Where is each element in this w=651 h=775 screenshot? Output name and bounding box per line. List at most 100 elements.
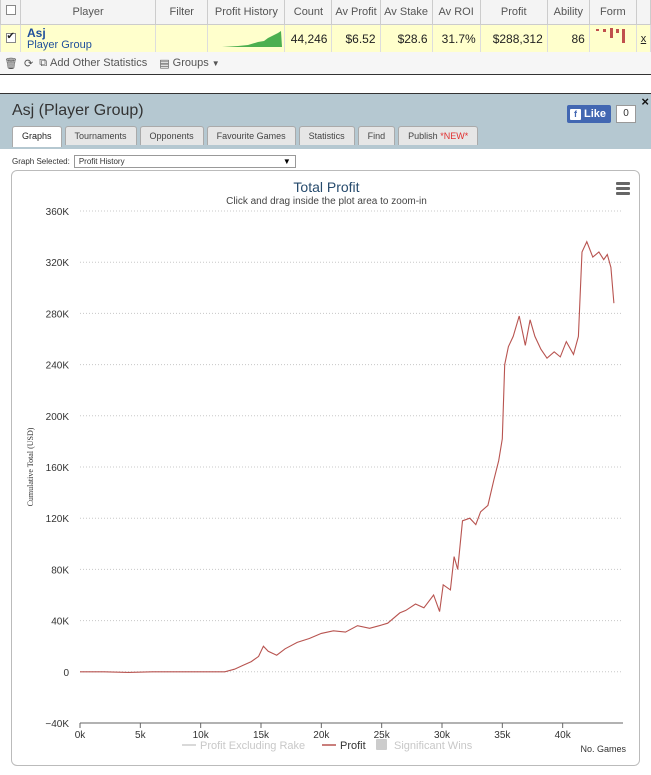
form-bar xyxy=(595,28,599,31)
col-header-filter[interactable]: Filter xyxy=(155,0,209,25)
x-tick-label: 10k xyxy=(193,730,210,741)
x-tick-label: 25k xyxy=(374,730,391,741)
add-stats-label: Add Other Statistics xyxy=(50,57,148,69)
ability-cell: 86 xyxy=(546,23,590,55)
tab-tournaments[interactable]: Tournaments xyxy=(64,126,137,145)
groups-icon: ▤ xyxy=(159,57,170,70)
tab-opponents[interactable]: Opponents xyxy=(139,126,204,145)
y-tick-label: 80K xyxy=(51,565,69,576)
form-chart xyxy=(588,23,637,55)
tab-graphs[interactable]: Graphs xyxy=(12,126,62,147)
player-cell[interactable]: Asj Player Group xyxy=(20,23,157,55)
player-group-label: Player Group xyxy=(27,39,92,51)
groups-label: Groups xyxy=(172,57,209,69)
add-other-statistics-button[interactable]: ⧉ Add Other Statistics xyxy=(39,57,147,70)
av-roi-cell: 31.7% xyxy=(431,23,481,55)
refresh-icon[interactable]: ⟳ xyxy=(23,57,34,70)
facebook-like-button[interactable]: f Like xyxy=(567,105,611,123)
tab-publish[interactable]: Publish *NEW* xyxy=(398,126,479,145)
chart-container[interactable]: Total Profit Click and drag inside the p… xyxy=(11,170,640,766)
tab-publish-label: Publish xyxy=(408,131,438,141)
y-tick-label: 120K xyxy=(46,514,70,525)
stats-header-row: Player Filter Profit History Count Av Pr… xyxy=(0,0,651,25)
x-tick-label: 30k xyxy=(434,730,451,741)
y-axis-title: Cumulative Total (USD) xyxy=(26,427,35,506)
chart-title: Total Profit xyxy=(293,179,360,195)
table-row: Asj Player Group 44,246 $6.52 $28.6 31.7… xyxy=(0,23,651,55)
av-stake-cell: $28.6 xyxy=(379,23,433,55)
panel-header: Asj (Player Group) × f Like 0 Graphs Tou… xyxy=(0,94,651,149)
y-tick-label: 200K xyxy=(46,412,70,423)
like-label: Like xyxy=(584,108,607,120)
legend-item-profit-excluding-rake[interactable]: Profit Excluding Rake xyxy=(200,740,305,752)
col-header-empty xyxy=(635,0,651,25)
player-name-link[interactable]: Asj xyxy=(27,26,46,40)
form-bar xyxy=(615,28,619,33)
chevron-down-icon: ▼ xyxy=(211,58,220,68)
y-tick-label: 0 xyxy=(63,668,69,679)
x-tick-label: 40k xyxy=(555,730,572,741)
x-tick-label: 15k xyxy=(253,730,270,741)
col-header-av-profit[interactable]: Av Profit xyxy=(331,0,381,25)
x-tick-label: 35k xyxy=(494,730,511,741)
stats-toolbar: 🗑 ⟳ ⧉ Add Other Statistics ▤ Groups ▼ xyxy=(0,52,651,74)
tab-find[interactable]: Find xyxy=(357,126,396,145)
y-tick-label: 360K xyxy=(46,207,70,218)
chevron-down-icon: ▼ xyxy=(282,157,291,166)
trash-icon[interactable]: 🗑 xyxy=(4,57,18,70)
col-header-av-roi[interactable]: Av ROI xyxy=(431,0,481,25)
stats-table: Player Filter Profit History Count Av Pr… xyxy=(0,0,651,55)
chart-plot-area[interactable]: −40K 0 40K 80K 120K 160K 200K 240K 280K 320K 360K 0… xyxy=(12,171,639,765)
form-bars xyxy=(595,27,625,43)
legend-item-significant-wins[interactable]: Significant Wins xyxy=(394,740,473,752)
col-header-ability[interactable]: Ability xyxy=(546,0,590,25)
legend-item-profit[interactable]: Profit xyxy=(340,740,366,752)
y-tick-label: −40K xyxy=(45,719,69,730)
form-bar xyxy=(621,28,625,43)
col-header-player[interactable]: Player xyxy=(20,0,157,25)
profit-history-sparkline xyxy=(207,23,286,55)
col-header-av-stake[interactable]: Av Stake xyxy=(379,0,433,25)
tab-statistics[interactable]: Statistics xyxy=(298,126,355,145)
y-tick-label: 240K xyxy=(46,361,70,372)
profit-cell: $288,312 xyxy=(479,23,548,55)
legend-symbol xyxy=(376,739,387,750)
sparkline-fill xyxy=(222,30,283,47)
add-stats-icon: ⧉ xyxy=(39,56,48,69)
col-header-count[interactable]: Count xyxy=(284,0,333,25)
panel-title: Asj (Player Group) xyxy=(12,102,144,119)
form-bar xyxy=(609,27,613,38)
y-tick-label: 160K xyxy=(46,463,70,474)
x-tick-label: 5k xyxy=(135,730,147,741)
col-header-profit[interactable]: Profit xyxy=(479,0,548,25)
filter-cell xyxy=(155,23,209,55)
chart-subtitle: Click and drag inside the plot area to z… xyxy=(226,196,427,207)
x-tick-label: 20k xyxy=(313,730,330,741)
facebook-icon: f xyxy=(570,108,581,120)
y-tick-label: 40K xyxy=(51,617,69,628)
remove-row-button[interactable]: x xyxy=(635,23,651,55)
y-tick-label: 280K xyxy=(46,309,70,320)
sparkline-chart xyxy=(222,30,283,47)
like-count: 0 xyxy=(616,105,636,123)
graph-select-value: Profit History xyxy=(78,157,125,166)
count-cell: 44,246 xyxy=(284,23,333,55)
form-bar xyxy=(602,28,606,32)
chart-menu-icon[interactable] xyxy=(616,182,630,195)
select-all-checkbox[interactable] xyxy=(0,0,22,25)
x-tick-label: 0k xyxy=(75,730,87,741)
y-tick-label: 320K xyxy=(46,258,70,269)
stats-panel: Player Filter Profit History Count Av Pr… xyxy=(0,0,651,75)
groups-dropdown[interactable]: ▤ Groups ▼ xyxy=(159,57,219,70)
profit-series-line xyxy=(80,240,615,673)
graph-selected-label: Graph Selected: xyxy=(12,157,70,166)
col-header-profit-history[interactable]: Profit History xyxy=(207,0,286,25)
player-panel: Asj (Player Group) × f Like 0 Graphs Tou… xyxy=(0,93,651,775)
tab-favourite-games[interactable]: Favourite Games xyxy=(206,126,296,145)
close-icon[interactable]: × xyxy=(641,94,649,109)
x-axis-title: No. Games xyxy=(580,744,626,754)
row-checkbox[interactable] xyxy=(0,23,22,55)
col-header-form[interactable]: Form xyxy=(588,0,637,25)
panel-tabs: Graphs Tournaments Opponents Favourite G… xyxy=(12,126,479,147)
graph-select-dropdown[interactable]: Profit History ▼ xyxy=(73,155,296,168)
